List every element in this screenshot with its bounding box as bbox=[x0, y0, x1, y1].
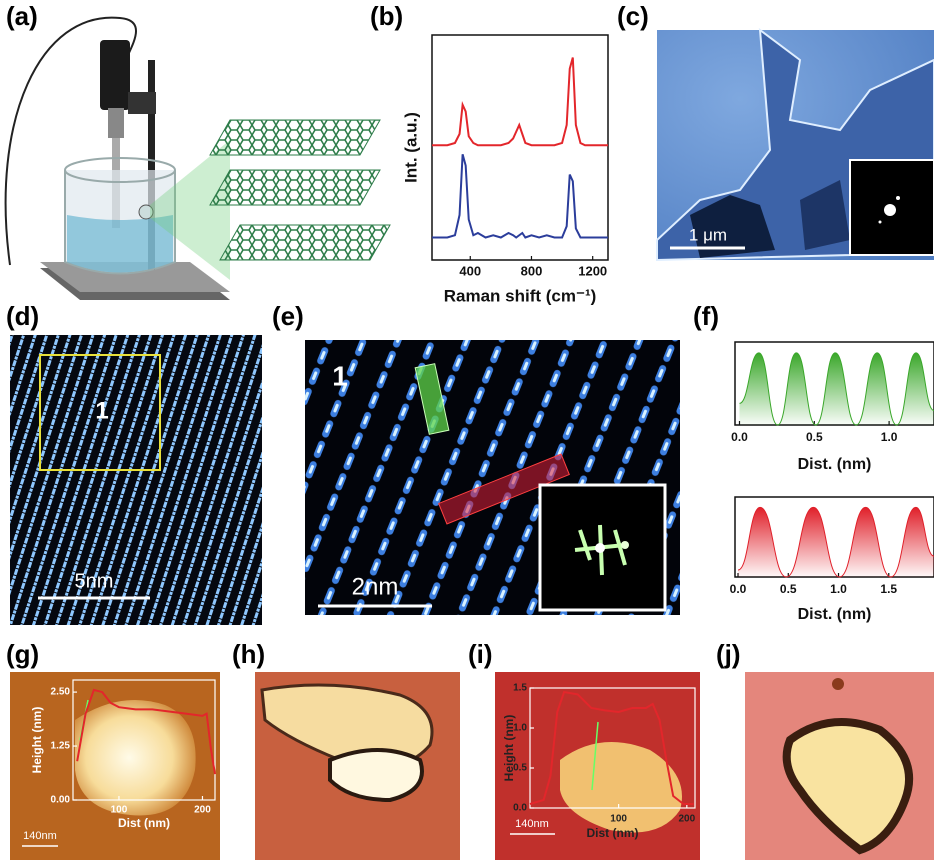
decoration bbox=[595, 543, 605, 553]
decoration bbox=[210, 170, 380, 205]
y-axis-label: Height (nm) bbox=[502, 715, 516, 782]
panel-label: (h) bbox=[232, 639, 265, 669]
x-tick-label: 0.0 bbox=[730, 582, 747, 596]
y-axis-label: Int. (a.u.) bbox=[401, 112, 420, 183]
x-tick-label: 1.5 bbox=[880, 582, 897, 596]
data-line bbox=[432, 154, 608, 237]
decoration bbox=[621, 541, 629, 549]
x-tick-label: 100 bbox=[610, 814, 627, 825]
stm-image-e: 1 2nm bbox=[305, 340, 680, 615]
y-tick-label: 1.5 bbox=[513, 683, 527, 694]
decoration bbox=[896, 196, 900, 200]
panel-label: (i) bbox=[468, 639, 493, 669]
panel-label: (c) bbox=[617, 1, 649, 31]
x-axis-label: Dist. (nm) bbox=[798, 606, 872, 623]
decoration bbox=[832, 678, 844, 690]
decoration bbox=[220, 225, 390, 260]
decoration bbox=[100, 40, 130, 110]
x-axis-label: Dist. (nm) bbox=[798, 456, 872, 473]
x-tick-label: 0.5 bbox=[780, 582, 797, 596]
y-tick-label: 1.25 bbox=[51, 741, 71, 752]
scale-label: 1 μm bbox=[689, 225, 727, 244]
afm-image-h bbox=[255, 672, 460, 860]
panel-label: (e) bbox=[272, 301, 304, 331]
x-axis-label: Dist (nm) bbox=[118, 816, 170, 830]
x-axis-label: Dist (nm) bbox=[587, 826, 639, 840]
panel-label: (f) bbox=[693, 301, 719, 331]
y-tick-label: 0.00 bbox=[51, 795, 71, 806]
x-tick-label: 1.0 bbox=[881, 430, 898, 444]
scale-label: 140nm bbox=[23, 830, 57, 842]
scale-label: 140nm bbox=[515, 818, 549, 830]
scale-label: 5nm bbox=[75, 570, 114, 592]
x-tick-label: 400 bbox=[459, 263, 481, 278]
panel-label: (a) bbox=[6, 1, 38, 31]
data-line bbox=[432, 58, 608, 146]
region-label: 1 bbox=[95, 397, 108, 424]
decoration bbox=[108, 108, 124, 138]
x-axis-label: Raman shift (cm⁻¹) bbox=[444, 286, 597, 305]
panel-label: (d) bbox=[6, 301, 39, 331]
decoration bbox=[128, 92, 156, 114]
figure: 1 μm 1 5nm 1 2nm 140nm 140nm (a) (b) (c)… bbox=[0, 0, 934, 863]
panel-label: (b) bbox=[370, 1, 403, 31]
decoration bbox=[210, 120, 380, 155]
x-tick-label: 200 bbox=[194, 805, 211, 816]
region-label: 1 bbox=[332, 360, 348, 391]
x-tick-label: 200 bbox=[678, 814, 695, 825]
x-tick-label: 1.0 bbox=[830, 582, 847, 596]
scale-label: 2nm bbox=[352, 573, 399, 600]
tem-image: 1 μm bbox=[657, 30, 934, 260]
panel-label: (g) bbox=[6, 639, 39, 669]
decoration bbox=[75, 700, 196, 815]
decoration bbox=[884, 204, 896, 216]
y-tick-label: 2.50 bbox=[51, 687, 71, 698]
panel-label: (j) bbox=[716, 639, 741, 669]
stm-image-d: 1 5nm bbox=[10, 335, 262, 625]
decoration bbox=[10, 335, 262, 625]
decoration bbox=[67, 215, 173, 273]
x-tick-label: 1200 bbox=[578, 263, 607, 278]
x-tick-label: 0.0 bbox=[731, 430, 748, 444]
afm-image-j bbox=[745, 672, 934, 860]
plot-frame bbox=[432, 35, 608, 260]
decoration bbox=[879, 221, 882, 224]
y-axis-label: Height (nm) bbox=[30, 707, 44, 774]
y-tick-label: 0.0 bbox=[513, 803, 527, 814]
x-tick-label: 0.5 bbox=[806, 430, 823, 444]
x-tick-label: 800 bbox=[521, 263, 543, 278]
x-tick-label: 100 bbox=[111, 805, 128, 816]
apparatus-illustration bbox=[6, 18, 390, 300]
